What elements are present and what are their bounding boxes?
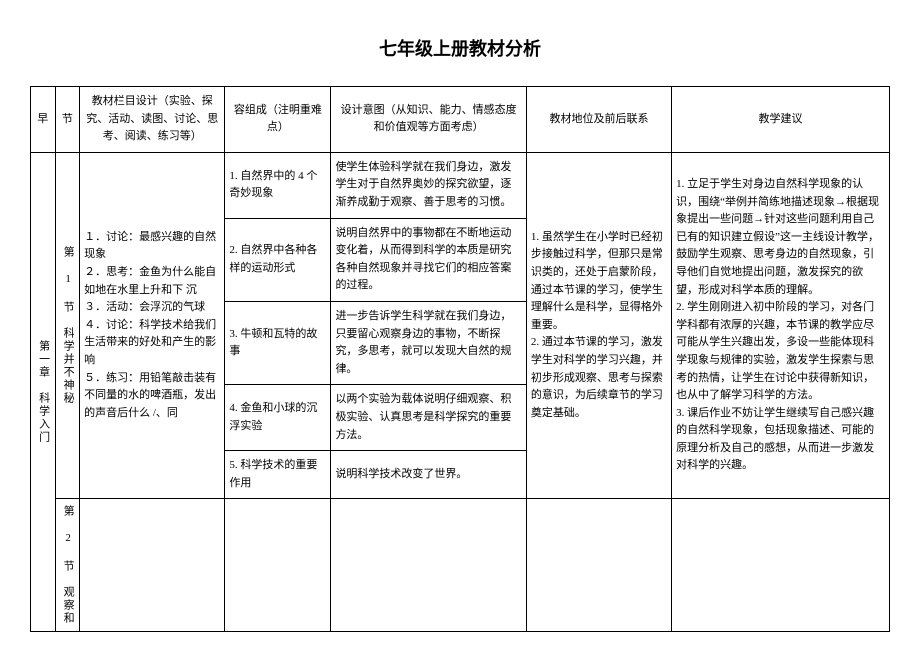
section1-cell: 第 1 节 科学并不神秘 [55, 152, 80, 499]
header-suggest: 教学建议 [672, 87, 890, 153]
header-design: 教材栏目设计（实验、探究、活动、读图、讨论、思考、阅读、练习等） [80, 87, 225, 153]
content-cell: 4. 金鱼和小球的沉浮实验 [225, 385, 331, 451]
table-row: 第一章 科学入门 第 1 节 科学并不神秘 １．讨论：最感兴趣的自然现象 ２．思… [31, 152, 890, 218]
header-section: 节 [55, 87, 80, 153]
header-intent: 设计意图（从知识、能力、情感态度和价值观等方面考虑） [331, 87, 526, 153]
intent-cell: 说明自然界中的事物都在不断地运动变化着，从而得到科学的本质是研究各种自然现象并寻… [331, 218, 526, 301]
header-position: 教材地位及前后联系 [526, 87, 671, 153]
intent-cell: 说明科学技术改变了世界。 [331, 451, 526, 499]
design-cell: １．讨论：最感兴趣的自然现象 ２．思考：金鱼为什么能自如地在水里上升和下 沉 ３… [80, 152, 225, 499]
section2-cell: 第 2 节 观察和 [55, 499, 80, 632]
table-row: 第 2 节 观察和 [31, 499, 890, 632]
suggest-cell: 1. 立足于学生对身边自然科学现象的认识，围绕“举例并简练地描述现象→根据现象提… [672, 152, 890, 499]
position-cell: 1. 虽然学生在小学时已经初步接触过科学，但那只是常识类的，还处于启蒙阶段，通过… [526, 152, 671, 499]
intent-cell: 以两个实验为载体说明仔细观察、积极实验、认真思考是科学探究的重要方法。 [331, 385, 526, 451]
header-chapter: 早 [31, 87, 56, 153]
content-cell: 1. 自然界中的 4 个奇妙现象 [225, 152, 331, 218]
doc-title: 七年级上册教材分析 [30, 35, 890, 61]
header-row: 早 节 教材栏目设计（实验、探究、活动、读图、讨论、思考、阅读、练习等） 容组成… [31, 87, 890, 153]
empty-cell [331, 499, 526, 632]
content-cell: 5. 科学技术的重要作用 [225, 451, 331, 499]
intent-cell: 进一步告诉学生科学就在我们身边，只要留心观察身边的事物，不断探究，多思考，就可以… [331, 301, 526, 384]
content-cell: 3. 牛顿和瓦特的故事 [225, 301, 331, 384]
intent-cell: 使学生体验科学就在我们身边，激发学生对于自然界奥妙的探究欲望，逐渐养成勤于观察、… [331, 152, 526, 218]
empty-cell [526, 499, 671, 632]
empty-cell [225, 499, 331, 632]
content-cell: 2. 自然界中各种各样的运动形式 [225, 218, 331, 301]
header-content: 容组成（注明重难点） [225, 87, 331, 153]
empty-cell [672, 499, 890, 632]
analysis-table: 早 节 教材栏目设计（实验、探究、活动、读图、讨论、思考、阅读、练习等） 容组成… [30, 86, 890, 632]
chapter-cell: 第一章 科学入门 [31, 152, 56, 632]
empty-cell [80, 499, 225, 632]
